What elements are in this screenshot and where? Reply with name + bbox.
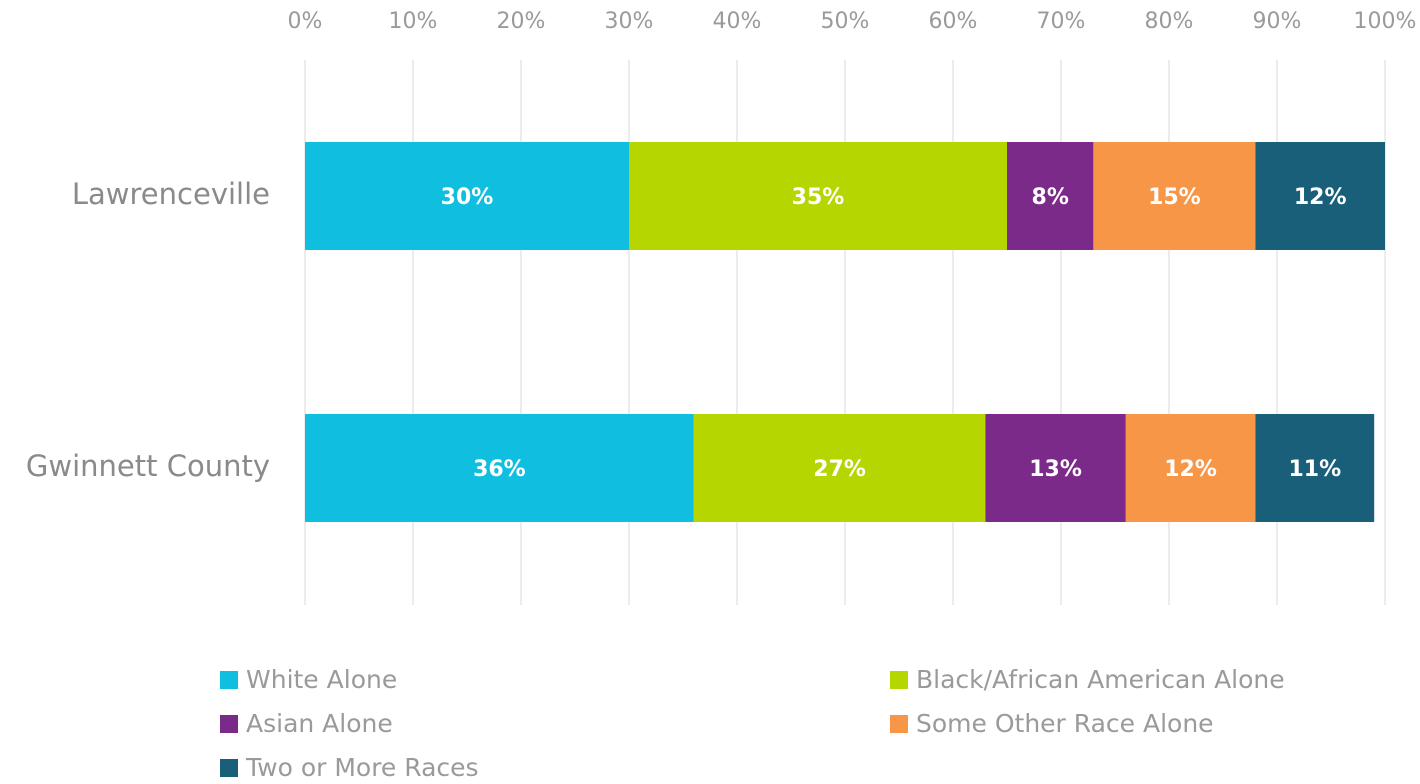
x-tick-label: 70%: [1037, 9, 1086, 34]
legend-label: Asian Alone: [246, 709, 393, 738]
legend-swatch: [890, 715, 908, 733]
x-tick-label: 30%: [605, 9, 654, 34]
legend-swatch: [220, 671, 238, 689]
bar-segment: [985, 414, 1126, 522]
legend-swatch: [220, 715, 238, 733]
bar-segment: [1255, 142, 1385, 250]
data-label: 36%: [473, 457, 526, 482]
data-label: 35%: [792, 185, 845, 210]
x-tick-label: 50%: [821, 9, 870, 34]
x-tick-label: 0%: [288, 9, 323, 34]
legend-swatch: [220, 759, 238, 777]
bar-segment: [629, 142, 1007, 250]
data-label: 12%: [1164, 457, 1217, 482]
bar-segment: [1093, 142, 1256, 250]
category-label: Lawrenceville: [72, 177, 270, 211]
data-label: 12%: [1294, 185, 1347, 210]
bar-segment: [693, 414, 986, 522]
bar-segment: [305, 142, 629, 250]
x-tick-label: 80%: [1145, 9, 1194, 34]
x-tick-label: 60%: [929, 9, 978, 34]
x-tick-label: 100%: [1354, 9, 1417, 34]
data-label: 13%: [1029, 457, 1082, 482]
legend-label: Two or More Races: [245, 753, 479, 782]
data-label: 15%: [1148, 185, 1201, 210]
bar-segment: [305, 414, 694, 522]
data-label: 11%: [1288, 457, 1341, 482]
x-tick-label: 20%: [497, 9, 546, 34]
legend-label: Black/African American Alone: [916, 665, 1285, 694]
bar-segment: [1007, 142, 1094, 250]
x-tick-label: 40%: [713, 9, 762, 34]
data-label: 27%: [813, 457, 866, 482]
legend-label: White Alone: [246, 665, 397, 694]
bar-segment: [1125, 414, 1256, 522]
x-tick-label: 10%: [389, 9, 438, 34]
category-label: Gwinnett County: [26, 449, 270, 483]
bar-segment: [1255, 414, 1375, 522]
legend-label: Some Other Race Alone: [916, 709, 1214, 738]
legend-swatch: [890, 671, 908, 689]
data-label: 30%: [441, 185, 494, 210]
data-label: 8%: [1032, 185, 1069, 210]
x-tick-label: 90%: [1253, 9, 1302, 34]
